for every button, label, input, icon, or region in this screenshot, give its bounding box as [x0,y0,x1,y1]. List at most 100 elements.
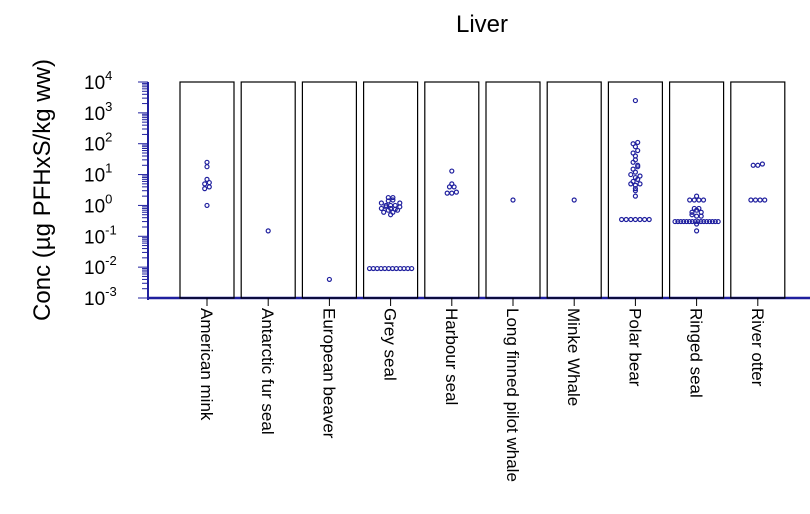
data-point [752,197,759,203]
data-point [686,218,693,225]
data-point [678,218,684,225]
y-tick-base: 10 [84,289,105,310]
data-point [394,207,401,213]
category-panels [179,81,786,306]
data-point [202,186,208,192]
data-point [635,139,641,146]
category-panel [240,81,296,299]
category-label: Polar bear [625,308,644,387]
data-point [689,209,695,215]
y-tick-exponent: -3 [105,284,117,299]
y-tick-base: 10 [84,73,105,94]
y-tick-label: 101 [84,161,112,187]
category-label: Antarctic fur seal [258,308,277,435]
data-point [390,194,396,201]
y-tick-exponent: 1 [105,161,112,176]
data-point [449,168,455,174]
data-point [759,161,766,167]
data-point [691,197,697,203]
data-point [693,213,700,219]
y-tick-label: 10-2 [84,253,117,279]
data-point [378,200,384,206]
y-tick-exponent: 3 [105,99,112,114]
data-point [715,218,721,225]
data-point [632,169,639,175]
data-point [748,197,754,203]
data-point [202,181,208,187]
data-point [571,197,577,203]
data-point [390,197,396,203]
data-point [388,202,394,209]
data-point [453,189,459,195]
category-label: Ringed seal [687,308,706,398]
data-point [632,193,639,199]
data-point [762,197,768,203]
data-point [388,212,394,218]
data-point [632,182,639,188]
data-point [693,221,700,227]
data-point [451,184,457,190]
category-panel [546,81,602,299]
data-point [687,197,693,203]
data-point [755,162,761,168]
data-point [409,265,415,272]
data-point [637,181,643,187]
y-tick-label: 10-3 [84,284,117,310]
data-point [385,198,391,204]
data-point [696,197,702,203]
data-point [628,181,634,187]
y-tick-label: 100 [84,191,112,217]
data-point [709,218,716,225]
data-point [635,147,641,154]
data-point [672,218,678,225]
data-point [449,190,455,196]
data-point [646,216,652,223]
data-point [641,216,648,223]
data-point [385,207,391,213]
data-point [681,218,687,225]
category-panel [730,81,786,299]
data-point [204,176,210,182]
category-label: River otter [748,308,767,387]
category-label: Long finned pilot whale [503,308,522,482]
data-point [689,218,695,225]
data-point [632,216,639,223]
data-point [510,197,516,203]
y-tick-base: 10 [84,166,105,187]
data-point [632,186,639,192]
data-point [628,216,634,223]
data-point [635,164,641,170]
data-point [378,205,384,212]
category-label: American mink [197,308,216,421]
data-point [635,176,641,182]
category-panel [668,81,725,299]
category-panel [424,81,480,299]
category-panel [485,81,541,299]
data-points [202,97,768,283]
data-point [383,204,389,210]
y-tick-base: 10 [84,104,105,125]
category-panel [179,81,235,299]
data-point [632,188,639,194]
data-point [206,179,212,186]
y-tick-label: 103 [84,99,112,125]
data-point [632,144,639,150]
data-point [701,218,707,225]
data-point [750,162,756,168]
category-label: Harbour seal [442,308,461,405]
data-point [693,193,700,199]
data-point [683,218,690,225]
data-point [397,204,403,210]
data-point [712,218,718,225]
y-tick-label: 104 [84,68,112,94]
category-panel [363,81,419,299]
category-label: Minke Whale [564,308,583,406]
data-point [204,164,210,170]
chart-title: Liver [456,11,508,38]
data-point [700,197,707,203]
y-tick-base: 10 [84,258,105,279]
category-label: European beaver [319,308,338,439]
data-point [693,207,700,213]
data-point [632,97,639,104]
